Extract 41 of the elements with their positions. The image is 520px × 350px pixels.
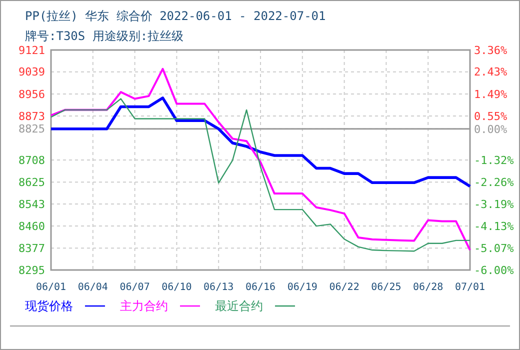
y-tick-label: 8825 (18, 122, 45, 136)
y2-tick-label: 3.36% (474, 44, 508, 57)
chart-title: PP(拉丝) 华东 综合价 2022-06-01 - 2022-07-01 (25, 9, 326, 23)
y2-tick-label: -4.13% (474, 220, 514, 233)
line-series (50, 96, 472, 188)
x-tick-label: 06/25 (371, 282, 402, 293)
x-tick-label: 06/10 (162, 282, 192, 293)
y2-tick-label: -6.00% (474, 264, 514, 277)
legend-label: 现货价格 (25, 299, 73, 313)
legend-label: 主力合约 (120, 299, 168, 313)
y2-tick-label: 0.00% (474, 122, 508, 136)
y-tick-label: 8708 (18, 154, 45, 167)
y-tick-label: 8460 (18, 220, 45, 233)
x-tick-label: 06/04 (78, 282, 108, 293)
y-tick-label: 8295 (18, 264, 45, 277)
chart-subtitle: 牌号:T30S 用途级别:拉丝级 (25, 29, 184, 43)
y-tick-label: 8873 (18, 110, 45, 123)
line-series (50, 68, 471, 252)
y2-tick-label: 2.43% (474, 66, 508, 79)
y2-tick-label: -1.32% (474, 154, 514, 167)
y-tick-label: 8543 (18, 198, 45, 211)
x-tick-label: 06/19 (287, 282, 318, 293)
y-tick-label: 8956 (18, 88, 45, 101)
y-tick-label: 8625 (18, 176, 45, 189)
y-tick-label: 8377 (18, 242, 45, 256)
y-tick-label: 9039 (18, 66, 45, 79)
x-tick-label: 06/22 (329, 282, 360, 293)
y-tick-label: 9121 (18, 44, 45, 57)
legend-label: 最近合约 (215, 299, 263, 313)
line-series (50, 98, 471, 252)
y2-tick-label: -5.07% (474, 242, 514, 255)
x-tick-label: 07/01 (454, 282, 486, 293)
x-tick-label: 06/16 (245, 282, 276, 293)
x-tick-label: 06/07 (120, 282, 150, 293)
y2-tick-label: 1.49% (474, 88, 508, 101)
y2-tick-label: 0.55% (474, 110, 508, 123)
x-tick-label: 06/01 (36, 282, 66, 293)
x-tick-label: 06/28 (413, 282, 444, 293)
y2-tick-label: -2.26% (474, 176, 514, 189)
y2-tick-label: -3.19% (474, 198, 514, 211)
x-tick-label: 06/13 (204, 282, 234, 293)
